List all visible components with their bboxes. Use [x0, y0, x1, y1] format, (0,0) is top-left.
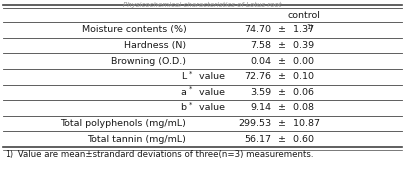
Text: *: * [188, 71, 192, 77]
Text: 1): 1) [307, 23, 313, 30]
Text: value: value [196, 103, 225, 112]
Text: Value are mean±strandard deviations of three(n=3) measurements.: Value are mean±strandard deviations of t… [15, 150, 313, 159]
Text: ±: ± [277, 41, 286, 50]
Text: ±: ± [277, 88, 286, 97]
Text: ±: ± [277, 119, 286, 128]
Text: Hardness (N): Hardness (N) [124, 41, 186, 50]
Text: 56.17: 56.17 [244, 135, 271, 144]
Text: 0.60: 0.60 [290, 135, 313, 144]
Text: a: a [180, 88, 186, 97]
Text: 0.08: 0.08 [290, 103, 313, 112]
Text: Total polyphenols (mg/mL): Total polyphenols (mg/mL) [60, 119, 186, 128]
Text: 0.00: 0.00 [290, 57, 313, 66]
Text: 299.53: 299.53 [238, 119, 271, 128]
Text: 0.10: 0.10 [290, 72, 313, 81]
Text: *: * [188, 102, 192, 108]
Text: value: value [196, 72, 225, 81]
Text: 3.59: 3.59 [250, 88, 271, 97]
Text: L: L [181, 72, 186, 81]
Text: value: value [196, 88, 225, 97]
Text: 0.39: 0.39 [290, 41, 314, 50]
Text: 74.70: 74.70 [244, 25, 271, 34]
Text: 9.14: 9.14 [250, 103, 271, 112]
Text: Moisture contents (%): Moisture contents (%) [81, 25, 186, 34]
Text: Total tannin (mg/mL): Total tannin (mg/mL) [87, 135, 186, 144]
Text: 1.37: 1.37 [290, 25, 314, 34]
Text: 1): 1) [5, 150, 13, 159]
Text: ±: ± [277, 25, 286, 34]
Text: control: control [287, 11, 320, 20]
Text: Browning (O.D.): Browning (O.D.) [111, 57, 186, 66]
Text: ±: ± [277, 135, 286, 144]
Text: 10.87: 10.87 [290, 119, 320, 128]
Text: 7.58: 7.58 [250, 41, 271, 50]
Text: 72.76: 72.76 [244, 72, 271, 81]
Text: *: * [188, 86, 192, 92]
Text: b: b [180, 103, 186, 112]
Text: ±: ± [277, 72, 286, 81]
Text: ±: ± [277, 103, 286, 112]
Text: 0.06: 0.06 [290, 88, 313, 97]
Text: ±: ± [277, 57, 286, 66]
Text: 0.04: 0.04 [250, 57, 271, 66]
Text: Physicochemical characteristics of Lotus root: Physicochemical characteristics of Lotus… [123, 2, 282, 8]
